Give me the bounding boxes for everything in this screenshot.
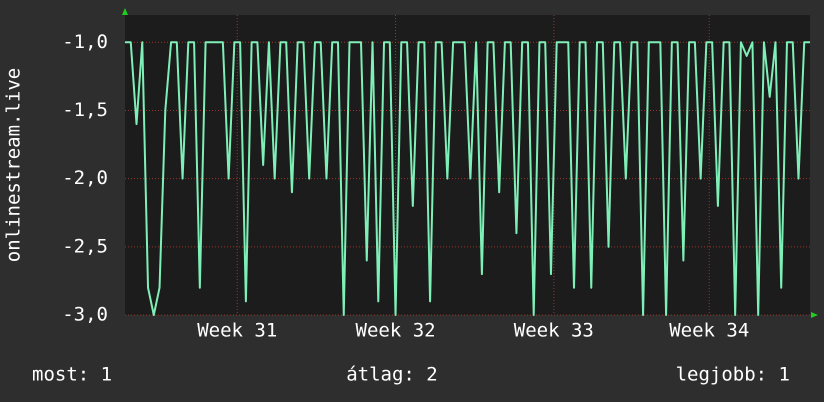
x-tick-label: Week 33: [514, 320, 594, 342]
y-tick-label: -2,0: [62, 167, 108, 189]
x-axis-arrow: [811, 312, 818, 318]
y-tick-label: -3,0: [62, 304, 108, 326]
y-tick-label: -2,5: [62, 235, 108, 257]
y-tick-label: -1,0: [62, 31, 108, 53]
footer-average: átlag: 2: [346, 364, 438, 386]
footer-best: legjobb: 1: [676, 364, 790, 386]
footer-current: most: 1: [32, 364, 112, 386]
series-line: [125, 41, 810, 316]
y-axis-arrow: [122, 8, 128, 15]
x-tick-label: Week 31: [197, 320, 277, 342]
x-tick-label: Week 34: [669, 320, 749, 342]
x-tick-label: Week 32: [356, 320, 436, 342]
y-tick-label: -1,5: [62, 99, 108, 121]
y-axis-label: onlinestream.live: [3, 68, 25, 262]
